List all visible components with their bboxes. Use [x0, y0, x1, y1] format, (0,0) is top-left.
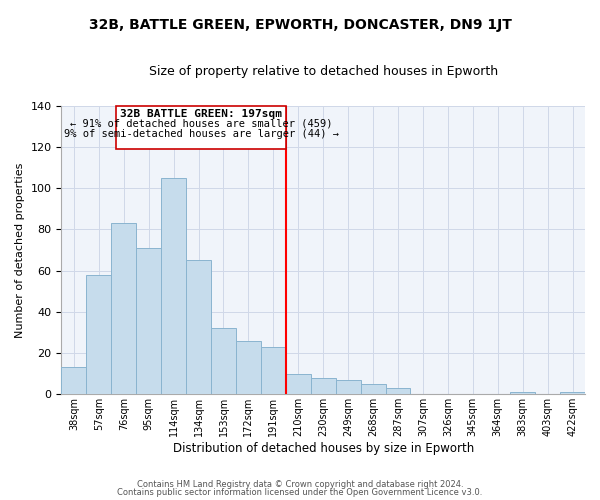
- Text: 9% of semi-detached houses are larger (44) →: 9% of semi-detached houses are larger (4…: [64, 130, 338, 140]
- Bar: [111, 223, 136, 394]
- Text: Contains HM Land Registry data © Crown copyright and database right 2024.: Contains HM Land Registry data © Crown c…: [137, 480, 463, 489]
- Bar: [286, 374, 311, 394]
- Bar: [211, 328, 236, 394]
- Text: 32B BATTLE GREEN: 197sqm: 32B BATTLE GREEN: 197sqm: [120, 108, 282, 118]
- FancyBboxPatch shape: [116, 106, 286, 149]
- X-axis label: Distribution of detached houses by size in Epworth: Distribution of detached houses by size …: [173, 442, 474, 455]
- Y-axis label: Number of detached properties: Number of detached properties: [15, 162, 25, 338]
- Bar: [386, 388, 410, 394]
- Text: ← 91% of detached houses are smaller (459): ← 91% of detached houses are smaller (45…: [70, 119, 332, 129]
- Bar: [510, 392, 535, 394]
- Bar: [86, 274, 111, 394]
- Bar: [186, 260, 211, 394]
- Bar: [311, 378, 335, 394]
- Bar: [261, 347, 286, 395]
- Text: 32B, BATTLE GREEN, EPWORTH, DONCASTER, DN9 1JT: 32B, BATTLE GREEN, EPWORTH, DONCASTER, D…: [89, 18, 511, 32]
- Bar: [560, 392, 585, 394]
- Bar: [61, 368, 86, 394]
- Bar: [361, 384, 386, 394]
- Text: Contains public sector information licensed under the Open Government Licence v3: Contains public sector information licen…: [118, 488, 482, 497]
- Bar: [136, 248, 161, 394]
- Bar: [161, 178, 186, 394]
- Bar: [335, 380, 361, 394]
- Bar: [236, 340, 261, 394]
- Title: Size of property relative to detached houses in Epworth: Size of property relative to detached ho…: [149, 65, 498, 78]
